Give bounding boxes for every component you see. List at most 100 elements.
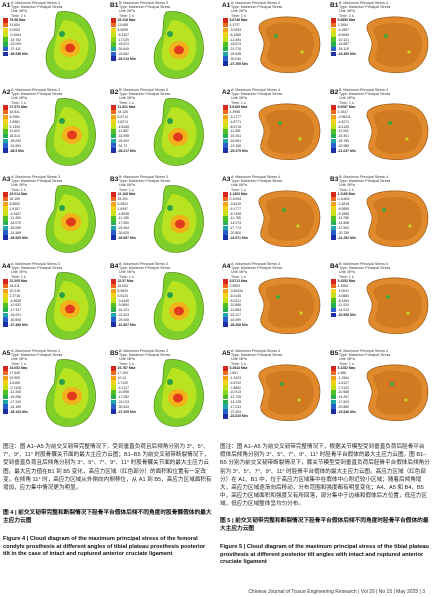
panel-type: Type: Maximum Principal Stress (231, 179, 283, 184)
legend-row: -16.099 (223, 317, 248, 323)
legend-value: -20.989 (337, 143, 350, 148)
legend-value: -0.2064 (9, 32, 22, 37)
legend-swatch (111, 206, 116, 212)
legend-swatch (331, 399, 336, 405)
legend-swatch (111, 230, 116, 236)
color-legend: 5.6748 Max 1.3727 -3.0293 -8.1065 -12.494 -16… (223, 18, 248, 66)
legend-row: -23.365 Min (331, 51, 356, 57)
legend-value: 10.950 (9, 375, 20, 380)
legend-row: 10.015 (3, 288, 28, 294)
legend-swatch (111, 283, 116, 289)
legend-value: 13.654 (9, 23, 20, 28)
legend-value: 5.2643 Max (229, 366, 248, 371)
legend-value: -29.408 (117, 317, 130, 322)
legend-swatch (3, 206, 8, 212)
legend-row: -23.662 (111, 51, 136, 57)
legend-swatch (331, 307, 336, 313)
legend-value: 1.801 (229, 371, 239, 376)
legend-row: 8.2981 (3, 114, 27, 120)
legend-swatch (3, 27, 8, 33)
legend-swatch (3, 322, 8, 327)
stress-panel-b1: B1 B: Maximum Principal Stress 3 Type: Max… (108, 0, 213, 82)
legend-value: -7.2142 (337, 385, 350, 390)
legend-row: -25.402 (111, 138, 136, 144)
legend-row: -11.490 (3, 216, 28, 221)
legend-row: -21.276 (223, 46, 248, 52)
legend-value: -0.50334 (229, 288, 243, 293)
legend-value: 21.801 Max (117, 105, 136, 110)
legend-swatch (111, 322, 116, 327)
legend-swatch (223, 414, 228, 419)
legend-row: -17.029 (111, 37, 136, 42)
legend-swatch (111, 216, 116, 221)
legend-row: 18.314 (3, 133, 27, 139)
legend-row: -25.479 Min (223, 148, 248, 153)
legend-value: -10.932 (9, 303, 22, 308)
legend-value: -10.866 (229, 303, 242, 308)
legend-value: -17.082 (117, 395, 130, 400)
legend-swatch (223, 56, 228, 62)
legend-value: 1.6157 (9, 206, 20, 211)
legend-value: 8.0812 (117, 201, 128, 206)
panel-title: B: Maximum Principal Stress 3 (119, 262, 168, 266)
legend-swatch (223, 196, 228, 202)
legend-row: 79.98 Max (3, 18, 28, 23)
legend-value: 15.150 (9, 197, 20, 202)
legend-value: -17.317 (9, 308, 22, 313)
color-legend: 25.218 Max 13.688 5.0099 -8.3197 -17.029 -15.… (111, 18, 136, 62)
tibial-plateau-model (362, 14, 432, 80)
stress-panel-b5: B5 B: Maximum Principal Stress 3 Type: Max… (108, 348, 213, 430)
panel-time: Time: 1 s (339, 361, 354, 366)
legend-value: -5.0884 (337, 293, 350, 298)
legend-row: -29.408 (111, 317, 136, 323)
legend-value: -23.571 Min (229, 235, 248, 240)
panel-label: A2 (222, 89, 231, 96)
legend-swatch (331, 119, 336, 125)
legend-row: 13.654 (3, 22, 28, 28)
legend-value: -8.4105 (337, 124, 350, 129)
panel-type: Type: Maximum Principal Stress (11, 92, 63, 97)
legend-row: -23.571 Min (223, 235, 248, 240)
legend-swatch (111, 129, 116, 134)
legend-row: -38.5 Min (3, 148, 27, 153)
color-legend: 3.1165 Max 0.11604 -2.4815 -5.0895 -8.1985 -1… (331, 192, 356, 240)
panel-unit: Unit: MPa (119, 96, 135, 101)
legend-swatch (3, 235, 8, 240)
legend-value: -17.503 (337, 399, 350, 404)
legend-swatch (3, 143, 8, 149)
panel-type: Type: Maximum Principal Stress (231, 353, 283, 358)
femoral-condyle-model (40, 8, 102, 82)
panel-unit: Unit: MPa (231, 357, 247, 362)
legend-value: -10.913 (229, 390, 242, 395)
legend-swatch (223, 317, 228, 323)
legend-value: -2.4815 (337, 201, 350, 206)
legend-value: -18.119 (337, 47, 349, 52)
legend-value: 8.6852 (9, 201, 20, 206)
figure-5-title-en: Figure 5 | Cloud diagram of the maximum … (220, 544, 429, 566)
legend-row: -8.7435 (223, 211, 248, 216)
legend-value: -38.938 Min (9, 51, 28, 56)
legend-row: 3.7120 (111, 380, 136, 386)
legend-swatch (331, 385, 336, 390)
legend-row: 4.6155 (3, 380, 28, 386)
legend-row: -17.082 (111, 394, 136, 400)
legend-swatch (223, 293, 228, 299)
legend-swatch (111, 298, 116, 303)
panel-time: Time: 1 s (11, 100, 26, 105)
legend-swatch (331, 279, 336, 284)
legend-swatch (331, 18, 336, 23)
legend-swatch (3, 230, 8, 236)
panel-unit: Unit: MPa (119, 183, 135, 188)
legend-row: -17.317 (3, 307, 28, 313)
legend-swatch (223, 394, 228, 400)
panel-header-text: B: Maximum Principal Stress 3 Type: Maxim… (119, 262, 170, 279)
legend-swatch (3, 288, 8, 294)
legend-swatch (223, 307, 228, 313)
panel-label: A2 (2, 89, 11, 96)
legend-value: 3.1303 Max (229, 192, 248, 197)
legend-swatch (223, 409, 228, 414)
legend-row: 1.3065 (331, 283, 356, 289)
panel-label: B4 (110, 263, 119, 270)
legend-value: -24.001 (9, 312, 22, 317)
panel-type: Type: Maximum Principal Stress (339, 179, 391, 184)
